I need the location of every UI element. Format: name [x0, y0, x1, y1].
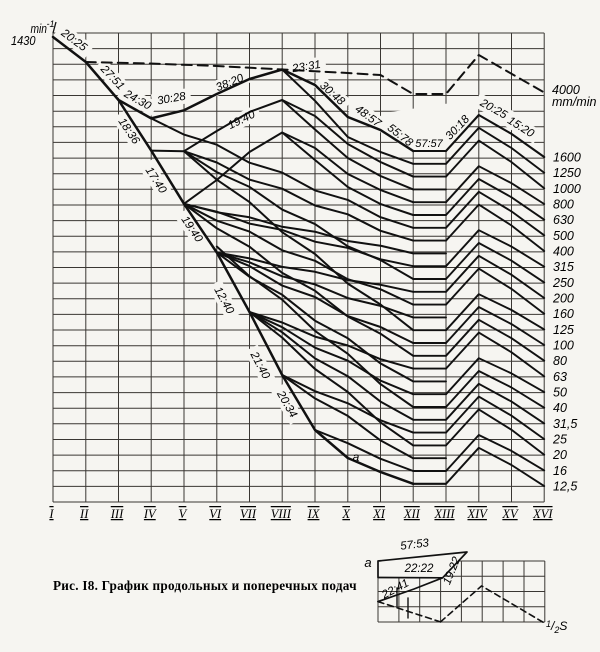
- svg-text:1600: 1600: [553, 151, 581, 165]
- svg-text:1430: 1430: [11, 34, 36, 48]
- svg-text:200: 200: [552, 292, 574, 306]
- svg-text:Рис. I8. График продольных и п: Рис. I8. График продольных и поперечных …: [53, 578, 357, 593]
- svg-text:XI: XI: [372, 507, 386, 521]
- svg-text:VI: VI: [209, 507, 222, 521]
- svg-text:XV: XV: [501, 507, 519, 521]
- svg-text:а: а: [364, 555, 371, 570]
- svg-text:63: 63: [553, 370, 567, 384]
- svg-text:1250: 1250: [553, 166, 581, 180]
- svg-text:100: 100: [553, 339, 574, 353]
- svg-text:40: 40: [553, 401, 567, 415]
- svg-text:1000: 1000: [553, 182, 581, 196]
- svg-text:1/2S: 1/2S: [546, 619, 567, 635]
- svg-text:500: 500: [553, 229, 574, 243]
- svg-text:30:28: 30:28: [156, 91, 187, 108]
- svg-text:31,5: 31,5: [553, 417, 577, 431]
- svg-text:IX: IX: [307, 507, 321, 521]
- svg-text:160: 160: [553, 307, 574, 321]
- svg-text:VII: VII: [240, 507, 257, 521]
- svg-text:25: 25: [552, 433, 567, 447]
- svg-text:12,5: 12,5: [553, 480, 577, 494]
- svg-text:mm/min: mm/min: [552, 95, 596, 109]
- svg-text:XVI: XVI: [532, 507, 553, 521]
- svg-text:630: 630: [553, 213, 574, 227]
- svg-text:X: X: [341, 507, 351, 521]
- svg-text:-1: -1: [47, 19, 55, 29]
- svg-text:II: II: [79, 507, 89, 521]
- svg-text:XIII: XIII: [433, 507, 455, 521]
- svg-text:I: I: [48, 507, 54, 521]
- svg-text:4000: 4000: [552, 83, 580, 97]
- svg-text:57:57: 57:57: [415, 138, 443, 150]
- svg-text:IV: IV: [143, 507, 157, 521]
- svg-text:VIII: VIII: [271, 507, 292, 521]
- svg-text:23:31: 23:31: [290, 59, 321, 76]
- svg-text:50: 50: [553, 386, 567, 400]
- svg-text:400: 400: [553, 245, 574, 259]
- svg-text:XII: XII: [403, 507, 421, 521]
- svg-text:16: 16: [553, 464, 567, 478]
- svg-text:800: 800: [553, 198, 574, 212]
- svg-text:57:53: 57:53: [400, 537, 431, 552]
- svg-text:250: 250: [552, 276, 574, 290]
- svg-text:III: III: [110, 507, 124, 521]
- svg-text:XIV: XIV: [466, 507, 488, 521]
- svg-text:125: 125: [553, 323, 574, 337]
- svg-text:min: min: [31, 22, 48, 36]
- svg-text:22:22: 22:22: [404, 563, 434, 575]
- svg-text:20: 20: [552, 448, 567, 462]
- svg-text:V: V: [179, 507, 188, 521]
- svg-text:а: а: [353, 450, 360, 464]
- svg-text:80: 80: [553, 354, 567, 368]
- svg-text:315: 315: [553, 260, 574, 274]
